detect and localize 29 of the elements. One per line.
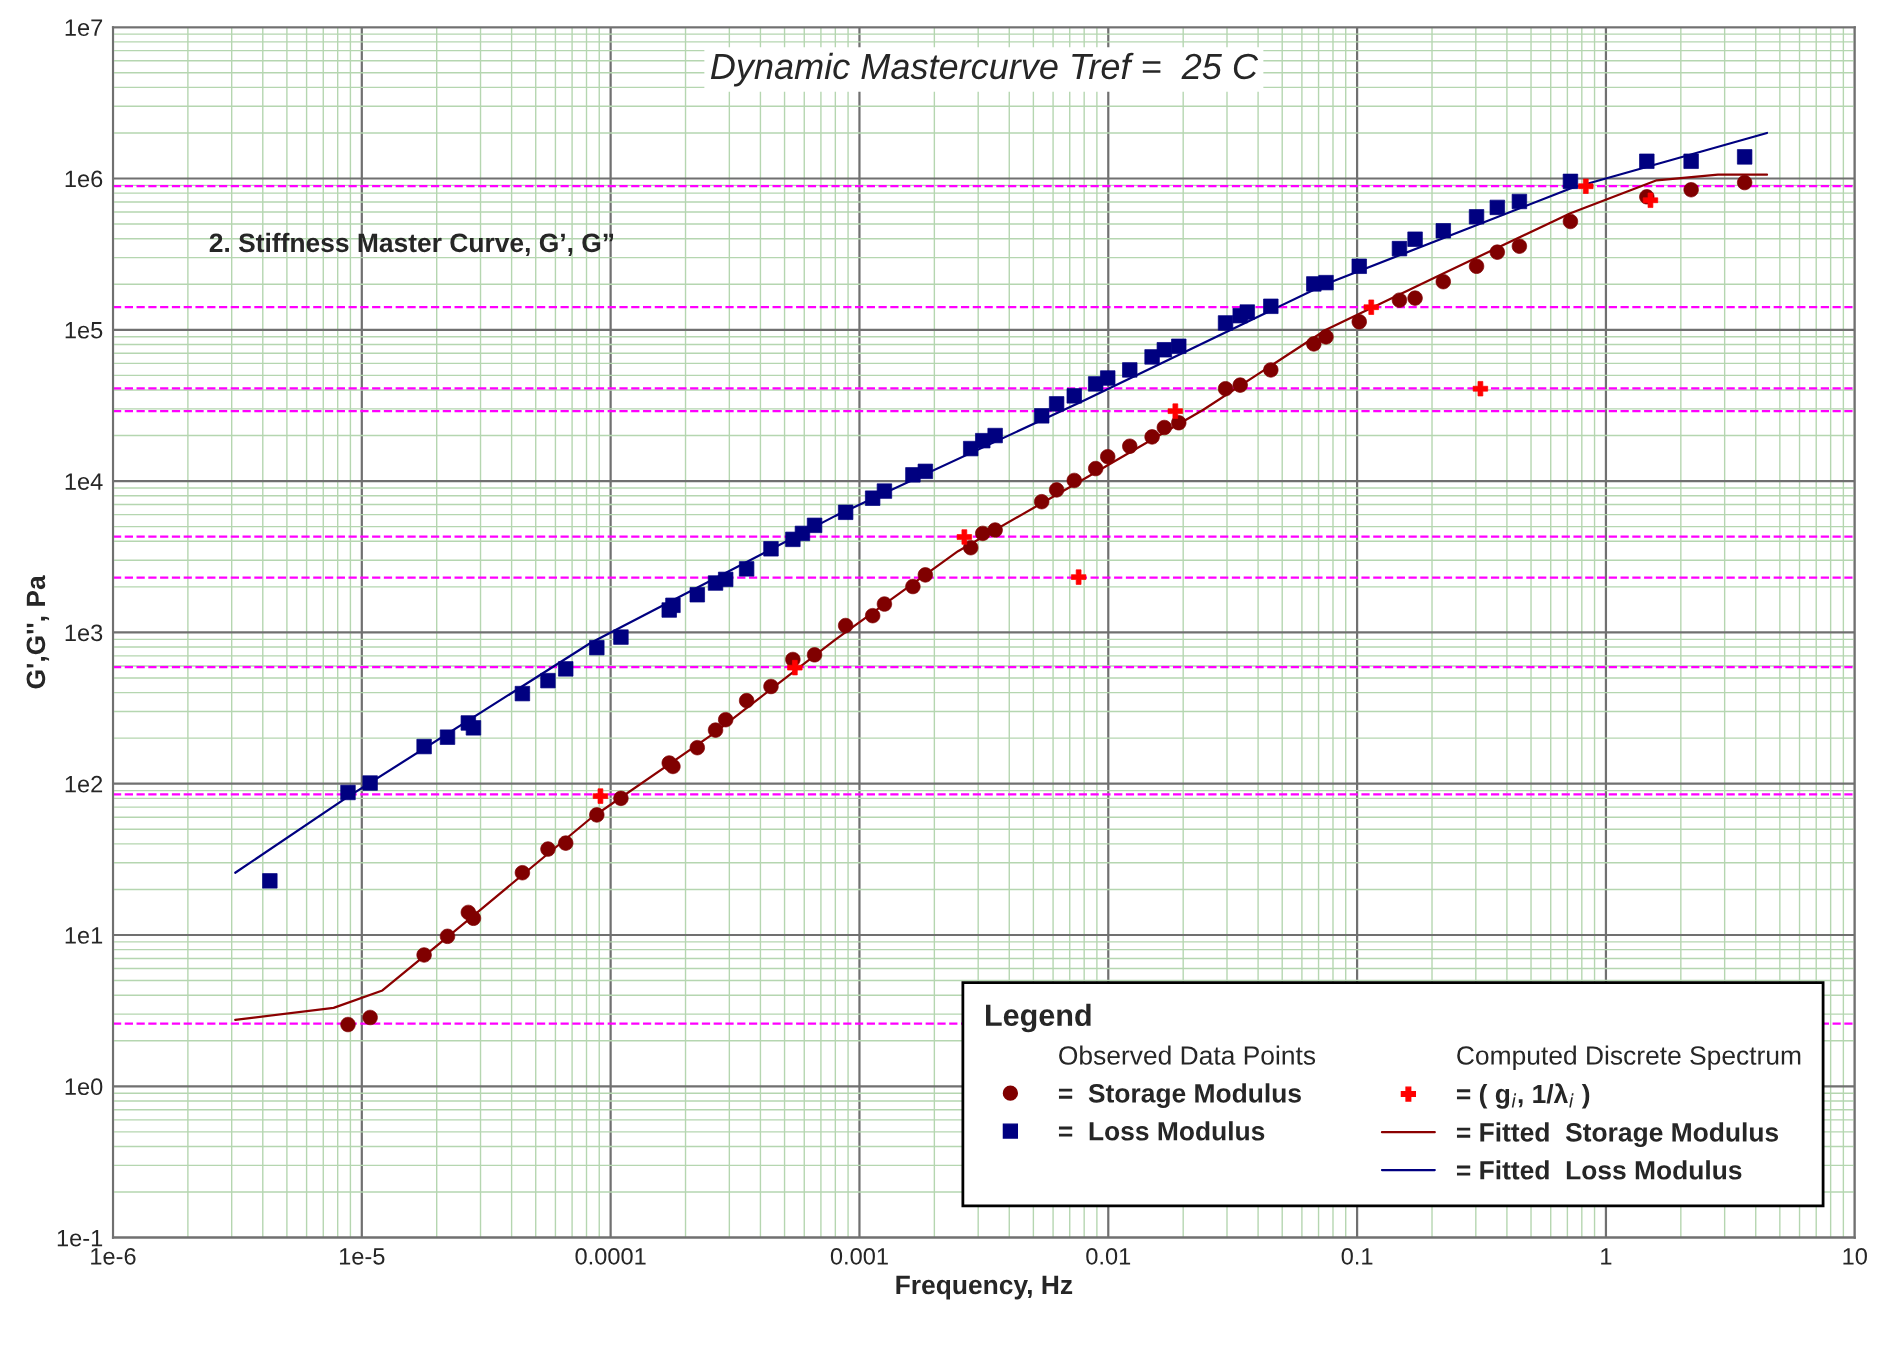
x-tick-label: 1: [1601, 1248, 1612, 1265]
y-tick-label: 1e3: [65, 624, 103, 642]
x-tick-label: 0.001: [830, 1247, 888, 1265]
x-tick-label: 0.1: [1341, 1247, 1373, 1265]
legend-label: = Fitted Loss Modulus: [1456, 1160, 1742, 1180]
y-tick-label: 1e7: [65, 19, 103, 36]
x-tick-label: 10: [1843, 1247, 1867, 1265]
text: Dynamic Mastercurve Tref = 25 C: [710, 52, 1259, 87]
legend-label: = Loss Modulus: [1058, 1121, 1265, 1141]
x-tick-label: 0.0001: [575, 1247, 646, 1265]
y-tick-label: 1e1: [65, 927, 103, 944]
y-tick-label: 1e4: [65, 473, 103, 490]
annotation: 2. Stiffness Master Curve, G’, G”: [209, 232, 614, 256]
legend-label: = Storage Modulus: [1058, 1083, 1301, 1108]
y-tick-label: 1e0: [65, 1078, 103, 1096]
legend-label: = ( g$_{i}$, 1/λ$_{i}$ ): [1456, 1083, 1590, 1109]
y-tick-label: 1e2: [65, 775, 103, 793]
x-tick-label: 1e-5: [339, 1248, 385, 1265]
y-tick-label: 1e-1: [57, 1229, 103, 1247]
x-tick-label: 1e-6: [91, 1247, 136, 1265]
legend-title: Legend: [986, 1003, 1091, 1033]
y-tick-label: 1e6: [65, 170, 103, 188]
annotation: Observed Data Points: [1059, 1045, 1316, 1065]
annotation: Computed Discrete Spectrum: [1457, 1045, 1801, 1071]
x-tick-label: 0.01: [1086, 1247, 1131, 1265]
y-axis-title: G',G'', Pa: [26, 575, 50, 689]
y-tick-label: 1e5: [65, 322, 103, 339]
legend-label: = Fitted Storage Modulus: [1456, 1122, 1779, 1148]
x-axis-title: Frequency, Hz: [896, 1275, 1073, 1300]
